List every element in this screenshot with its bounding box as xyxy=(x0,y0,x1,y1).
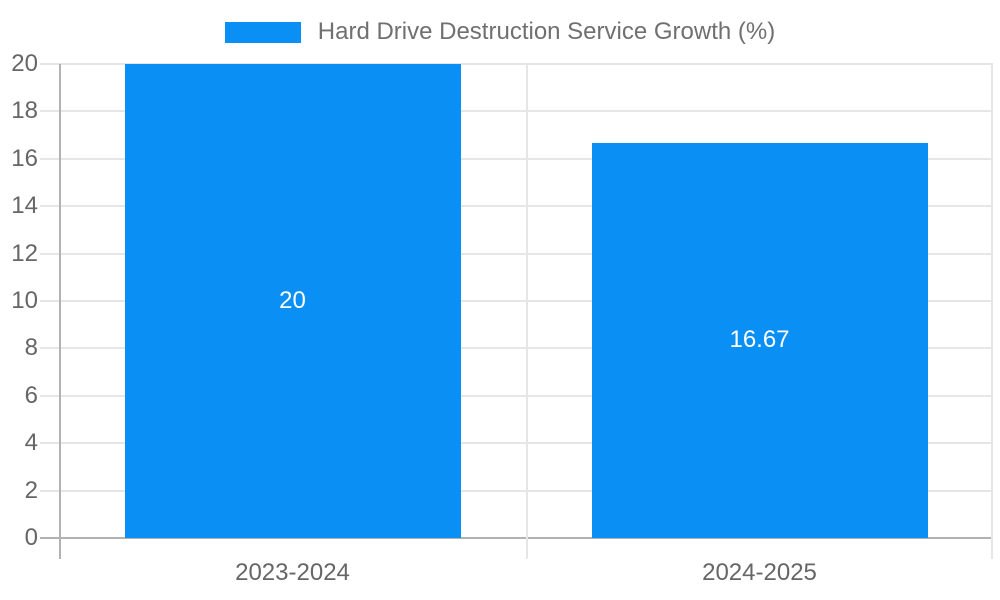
y-tick-mark xyxy=(40,442,59,445)
bar-value-label: 16.67 xyxy=(729,326,790,354)
legend-swatch xyxy=(224,21,301,43)
gridline-vertical xyxy=(991,64,993,559)
bar-2024-2025[interactable] xyxy=(592,143,928,538)
legend[interactable]: Hard Drive Destruction Service Growth (%… xyxy=(0,18,1000,46)
y-tick-mark xyxy=(40,300,59,302)
y-tick-mark xyxy=(40,157,59,160)
y-tick-mark xyxy=(40,205,59,208)
legend-label: Hard Drive Destruction Service Growth (%… xyxy=(317,18,776,45)
y-tick-label: 20 xyxy=(11,50,38,77)
y-axis-line xyxy=(59,64,61,559)
y-tick-mark xyxy=(40,110,59,113)
y-tick-label: 12 xyxy=(11,239,38,267)
plot-area: 20 16.67 xyxy=(40,63,993,559)
y-tick-mark xyxy=(40,489,59,492)
x-tick-label: 2024-2025 xyxy=(702,559,817,586)
y-tick-label: 8 xyxy=(24,334,38,362)
y-tick-label: 0 xyxy=(24,524,38,551)
y-tick-label: 4 xyxy=(24,429,38,457)
y-tick-label: 14 xyxy=(11,192,38,220)
gridline-vertical xyxy=(526,64,528,559)
x-tick-label: 2023-2024 xyxy=(235,559,350,586)
y-tick-mark xyxy=(40,347,59,350)
y-tick-mark xyxy=(40,537,59,539)
bar-2023-2024[interactable] xyxy=(125,64,461,538)
y-tick-label: 6 xyxy=(24,381,38,409)
y-tick-label: 10 xyxy=(11,287,38,314)
y-tick-mark xyxy=(40,394,59,397)
y-tick-mark xyxy=(40,252,59,255)
y-tick-label: 18 xyxy=(11,97,38,125)
bar-value-label: 20 xyxy=(279,287,306,314)
y-tick-mark xyxy=(40,63,59,65)
y-tick-label: 16 xyxy=(11,144,38,172)
y-tick-label: 2 xyxy=(24,476,38,504)
